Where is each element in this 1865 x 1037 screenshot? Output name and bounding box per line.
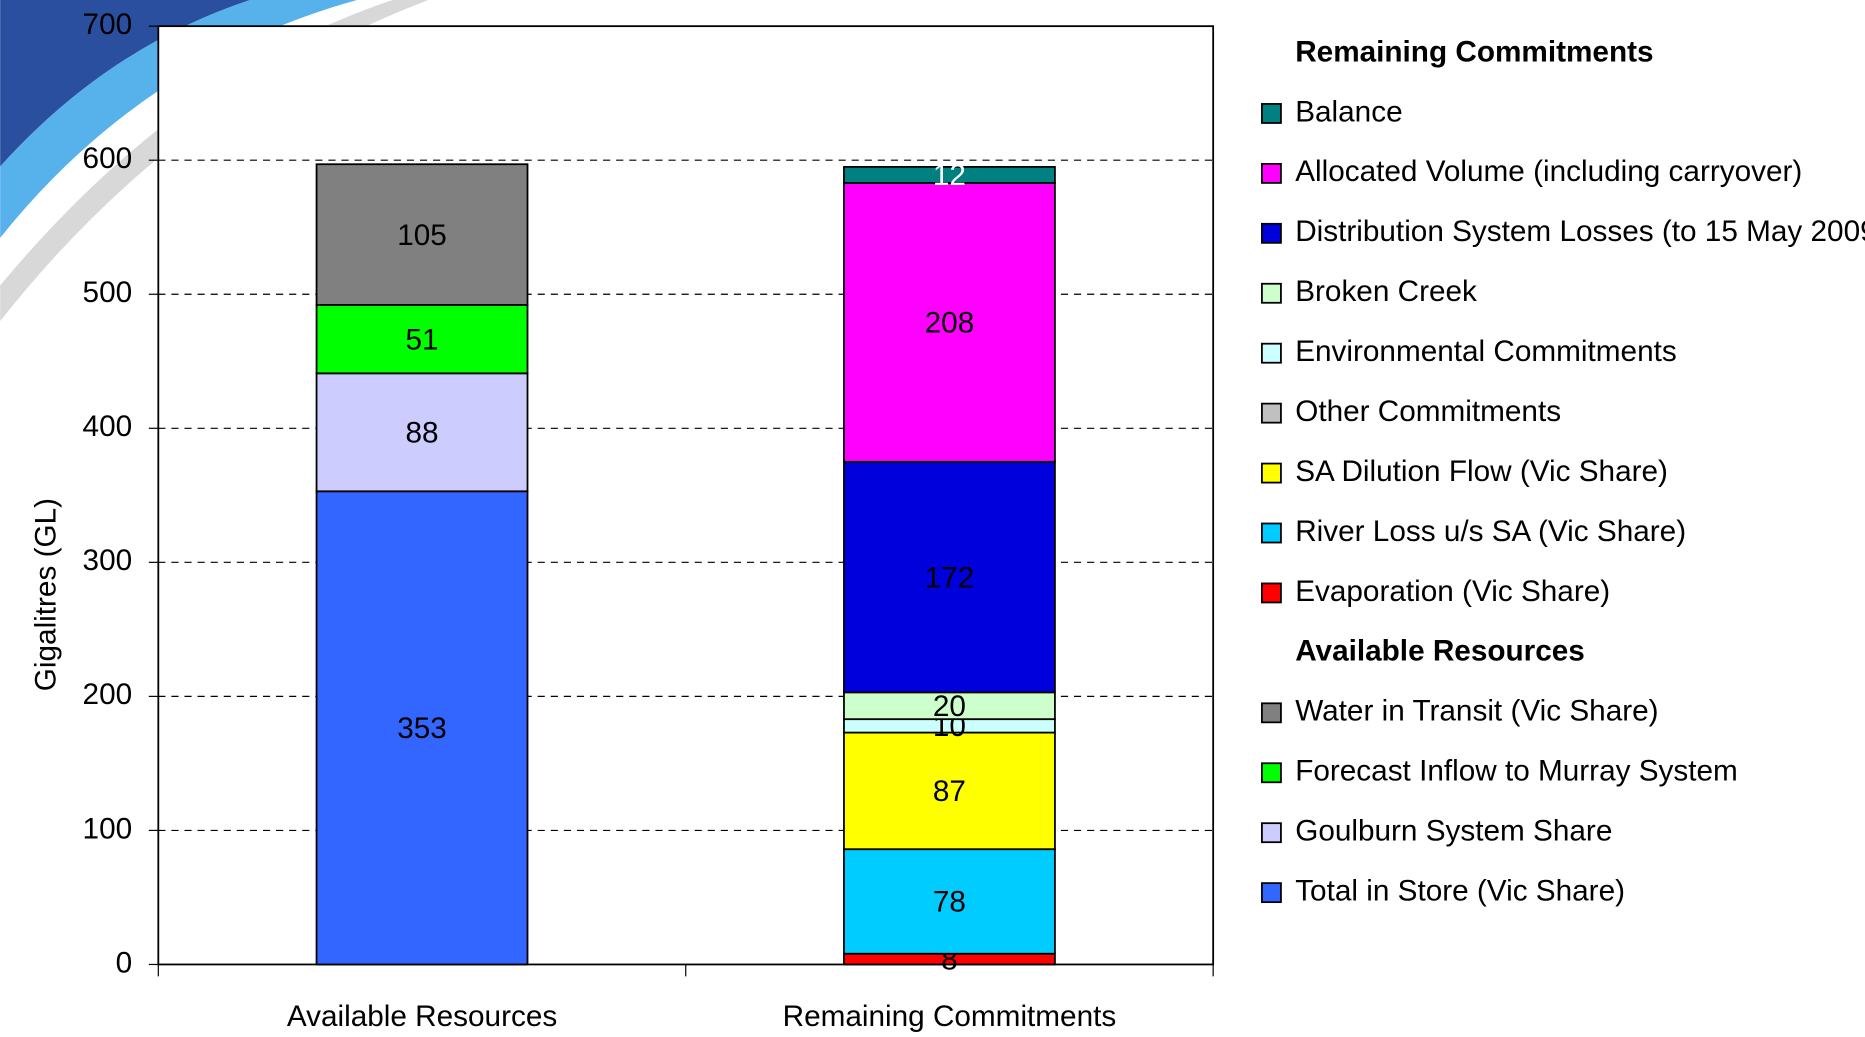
legend-heading: Remaining Commitments [1295, 35, 1653, 68]
y-tick-label: 300 [83, 544, 133, 577]
bar-segment [315, 163, 529, 306]
legend-label: Other Commitments [1295, 395, 1561, 428]
bar-segment [843, 166, 1056, 184]
x-tick-label: Available Resources [287, 1000, 557, 1033]
bar-segment [843, 731, 1056, 851]
legend-label: Evaporation (Vic Share) [1295, 575, 1610, 608]
legend-swatch [1261, 162, 1282, 184]
bar-segment [843, 460, 1056, 694]
legend-swatch [1261, 222, 1282, 244]
y-axis-label: Gigalitres (GL) [30, 498, 63, 691]
legend-label: SA Dilution Flow (Vic Share) [1295, 455, 1668, 488]
legend-label: Water in Transit (Vic Share) [1295, 695, 1658, 728]
legend-heading: Available Resources [1295, 635, 1585, 668]
legend-swatch [1261, 402, 1282, 424]
legend-swatch [1261, 342, 1282, 364]
legend-label: Total in Store (Vic Share) [1295, 874, 1625, 907]
data-label: 12 [933, 159, 966, 192]
data-label: 208 [925, 307, 975, 340]
legend-label: Goulburn System Share [1295, 815, 1612, 848]
legend-label: Forecast Inflow to Murray System [1295, 755, 1738, 788]
legend-swatch [1261, 462, 1282, 484]
legend-label: Balance [1295, 95, 1402, 128]
bar-segment [843, 691, 1056, 721]
y-tick-label: 100 [83, 812, 133, 845]
data-label: 88 [405, 417, 438, 450]
legend-label: Environmental Commitments [1295, 335, 1677, 368]
x-tick-label: Remaining Commitments [783, 1000, 1117, 1033]
legend-swatch [1261, 282, 1282, 304]
bar-segment [315, 490, 529, 966]
legend-label: Distribution System Losses (to 15 May 20… [1295, 215, 1865, 248]
data-label: 353 [397, 712, 447, 745]
legend-swatch [1261, 582, 1282, 604]
data-label: 105 [397, 219, 447, 252]
y-tick-label: 700 [83, 8, 133, 41]
y-tick-label: 400 [83, 410, 133, 443]
legend-swatch [1261, 822, 1282, 844]
data-label: 20 [933, 690, 966, 723]
data-label: 78 [933, 886, 966, 919]
y-tick-label: 600 [83, 142, 133, 175]
legend-label: Broken Creek [1295, 275, 1477, 308]
legend-label: River Loss u/s SA (Vic Share) [1295, 515, 1686, 548]
y-tick-label: 500 [83, 276, 133, 309]
legend-swatch [1261, 103, 1282, 124]
legend-swatch [1261, 882, 1282, 904]
data-label: 51 [405, 323, 438, 356]
y-tick-label: 200 [83, 678, 133, 711]
legend-swatch [1261, 762, 1282, 784]
data-label: 172 [925, 561, 975, 594]
legend-label: Allocated Volume (including carryover) [1295, 155, 1802, 188]
y-tick-label: 0 [116, 946, 133, 979]
data-label: 87 [933, 775, 966, 808]
bar-segment [315, 304, 529, 375]
legend-swatch [1261, 522, 1282, 544]
decoration [0, 0, 250, 167]
legend-swatch [1261, 702, 1282, 724]
